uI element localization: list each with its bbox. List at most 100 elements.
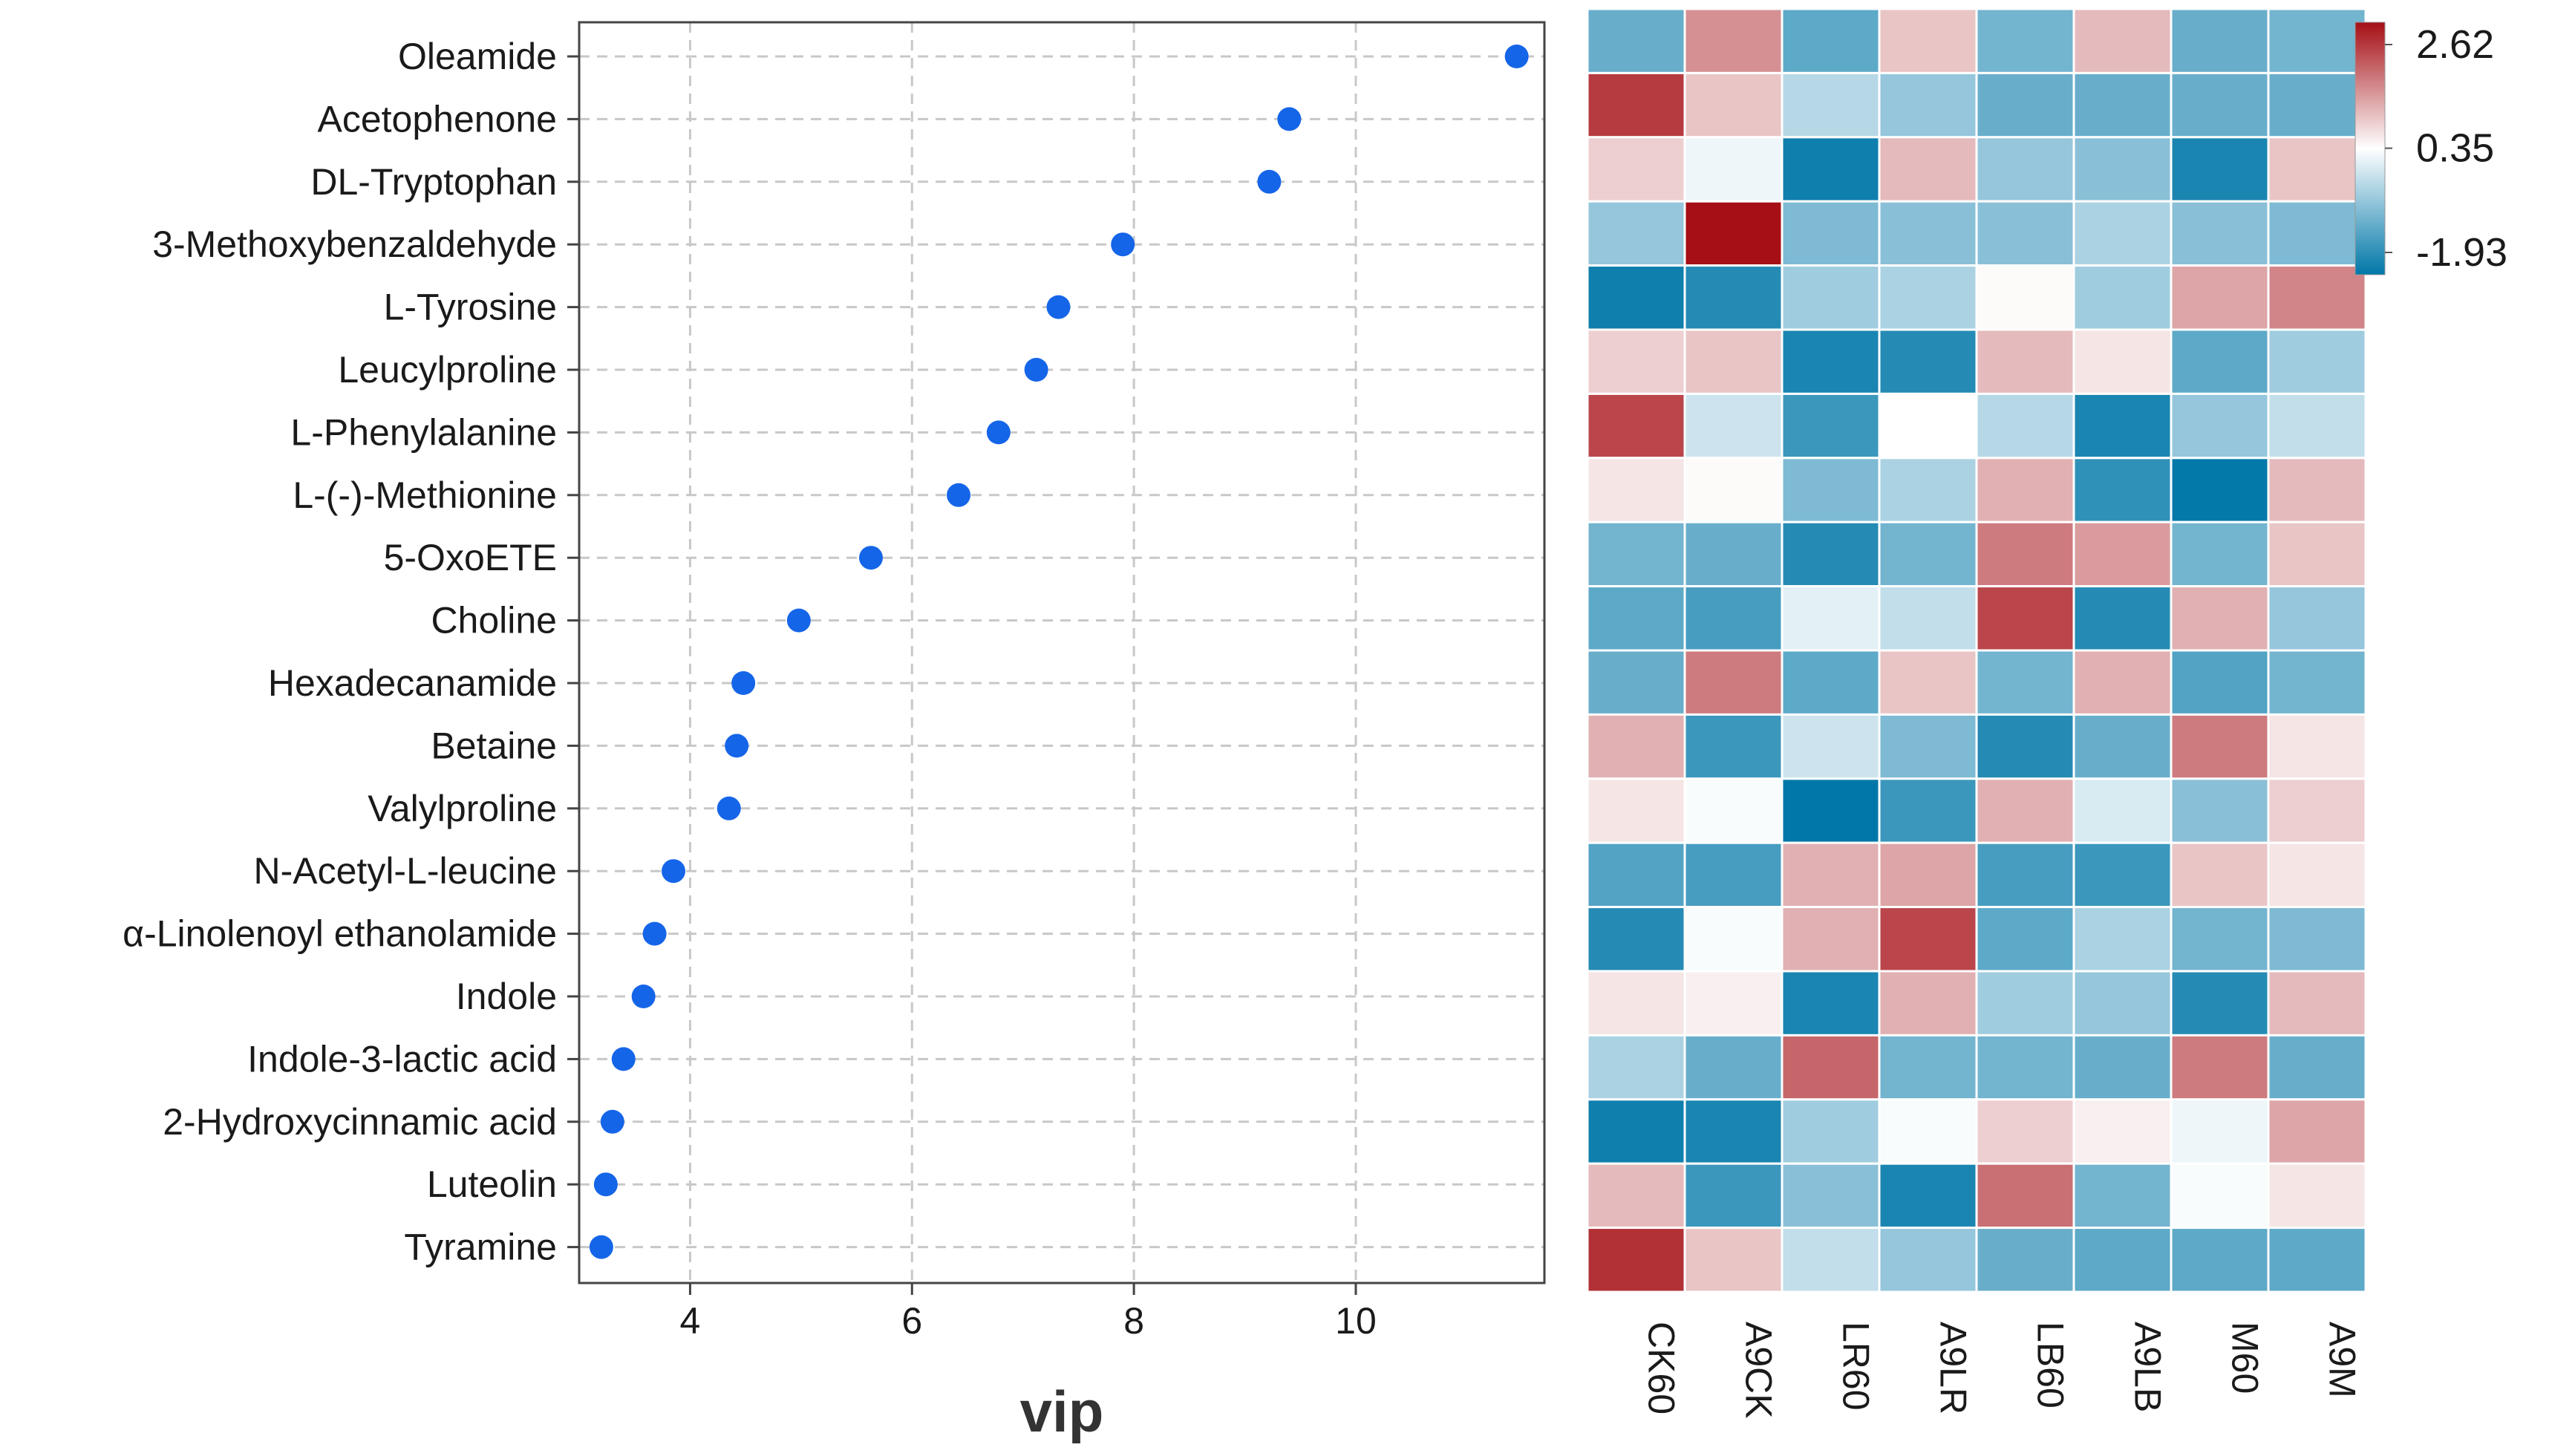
heatmap-cell xyxy=(1781,906,1881,973)
heatmap-cell xyxy=(2170,520,2270,588)
column-label: A9M xyxy=(2322,1322,2363,1398)
heatmap-cell xyxy=(2170,71,2270,139)
heatmap-cell xyxy=(1975,777,2075,844)
column-label: LR60 xyxy=(1835,1322,1877,1411)
heatmap-cell xyxy=(1975,392,2075,460)
heatmap-cell xyxy=(2170,328,2270,395)
heatmap-cell xyxy=(1683,1227,1784,1293)
heatmap-cell xyxy=(2267,392,2367,460)
vip-point xyxy=(717,796,741,820)
heatmap-cell xyxy=(1683,585,1784,652)
heatmap-cell xyxy=(2170,264,2270,331)
heatmap-cell xyxy=(2072,585,2173,652)
heatmap-cell xyxy=(1975,520,2075,588)
x-tick-label: 8 xyxy=(1123,1300,1144,1342)
heatmap-cell xyxy=(1683,392,1784,460)
heatmap-cell xyxy=(1878,777,1978,844)
heatmap-cell xyxy=(1781,841,1881,909)
heatmap-cell xyxy=(2267,1162,2367,1230)
heatmap-cell xyxy=(1683,136,1784,203)
heatmap-cell xyxy=(1781,1098,1881,1165)
heatmap-cell xyxy=(2170,1227,2270,1293)
heatmap-cell xyxy=(1683,7,1784,74)
vip-point xyxy=(725,734,749,758)
vip-point xyxy=(1046,295,1071,319)
column-label: LB60 xyxy=(2030,1322,2072,1408)
heatmap-cell xyxy=(1683,457,1784,523)
heatmap-cell xyxy=(1975,7,2075,74)
heatmap-cell xyxy=(1781,970,1881,1036)
heatmap-cell xyxy=(1878,392,1978,460)
y-axis-ticks: Oleamide Acetophenone DL-Tryptophan 3-Metho… xyxy=(123,36,579,1268)
grid-lines xyxy=(579,22,1544,1283)
heatmap-cell xyxy=(2170,777,2270,844)
heatmap-cell xyxy=(2267,713,2367,780)
heatmap-cell xyxy=(2072,649,2173,716)
heatmap-cell xyxy=(1878,585,1978,652)
heatmap-cell xyxy=(1878,906,1978,973)
heatmap-cell xyxy=(1975,1034,2075,1101)
heatmap-cell xyxy=(1586,1227,1686,1293)
vip-points xyxy=(589,45,1529,1259)
heatmap-cell xyxy=(2170,649,2270,716)
heatmap-cell xyxy=(1586,457,1686,523)
heatmap-cell xyxy=(2170,136,2270,203)
heatmap-cell xyxy=(2267,1034,2367,1101)
metabolite-label: Valylproline xyxy=(368,788,557,829)
metabolite-label: Hexadecanamide xyxy=(268,662,557,704)
column-label: M60 xyxy=(2225,1322,2266,1394)
vip-point xyxy=(642,921,667,946)
heatmap-cell xyxy=(1975,649,2075,716)
heatmap-cell xyxy=(1683,906,1784,973)
legend-tick-label: -1.93 xyxy=(2416,230,2507,275)
heatmap-cell xyxy=(2170,200,2270,267)
heatmap-cell xyxy=(1683,777,1784,844)
heatmap-cell xyxy=(1586,777,1686,844)
heatmap-cell xyxy=(2267,841,2367,909)
column-label: A9LB xyxy=(2127,1322,2169,1412)
heatmap-cell xyxy=(1781,136,1881,203)
heatmap-cell xyxy=(1683,970,1784,1036)
heatmap-cell xyxy=(1975,328,2075,395)
color-legend: 2.62 0.35 -1.93 xyxy=(2354,22,2507,275)
heatmap-cell xyxy=(1878,264,1978,331)
heatmap-cell xyxy=(1975,713,2075,780)
heatmap: CK60 A9CK LR60 A9LR LB60 A9LB M60 A9M xyxy=(1586,7,2367,1419)
heatmap-cell xyxy=(2072,841,2173,909)
heatmap-cell xyxy=(1586,906,1686,973)
vip-point xyxy=(986,420,1011,445)
heatmap-cell xyxy=(1975,1162,2075,1230)
heatmap-cell xyxy=(2170,1034,2270,1101)
metabolite-label: α-Linolenoyl ethanolamide xyxy=(123,913,557,955)
heatmap-cell xyxy=(2072,264,2173,331)
metabolite-label: DL-Tryptophan xyxy=(310,161,557,203)
heatmap-cell xyxy=(2267,7,2367,74)
heatmap-cell xyxy=(1975,1227,2075,1293)
heatmap-cell xyxy=(1975,585,2075,652)
heatmap-cell xyxy=(2267,264,2367,331)
heatmap-cell xyxy=(1878,841,1978,909)
heatmap-cell xyxy=(1878,1227,1978,1293)
heatmap-cell xyxy=(2072,7,2173,74)
heatmap-cell xyxy=(1781,585,1881,652)
heatmap-column-labels: CK60 A9CK LR60 A9LR LB60 A9LB M60 A9M xyxy=(1641,1322,2363,1419)
heatmap-cell xyxy=(2072,713,2173,780)
heatmap-cell xyxy=(2170,1162,2270,1230)
heatmap-cell xyxy=(1975,136,2075,203)
vip-point xyxy=(1277,107,1302,131)
heatmap-cell xyxy=(2267,136,2367,203)
heatmap-cell xyxy=(1586,200,1686,267)
heatmap-cell xyxy=(2170,841,2270,909)
heatmap-cell xyxy=(1683,1034,1784,1101)
heatmap-cell xyxy=(1878,649,1978,716)
heatmap-cell xyxy=(1586,1162,1686,1230)
heatmap-cell xyxy=(1683,713,1784,780)
color-legend-ticks: 2.62 0.35 -1.93 xyxy=(2385,22,2507,275)
heatmap-cell xyxy=(2170,392,2270,460)
heatmap-cell xyxy=(1781,71,1881,139)
heatmap-cell xyxy=(1683,1098,1784,1165)
heatmap-cell xyxy=(2072,328,2173,395)
heatmap-cell xyxy=(2267,520,2367,588)
metabolite-label: Leucylproline xyxy=(338,349,557,391)
heatmap-cell xyxy=(1683,841,1784,909)
